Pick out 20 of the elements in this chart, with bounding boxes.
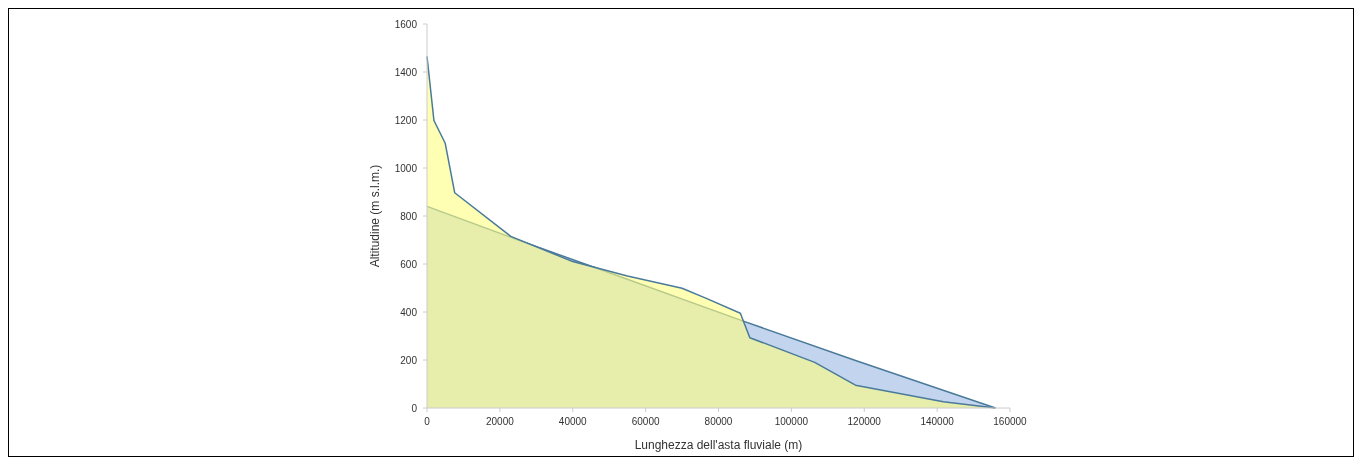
x-tick-label: 80000 <box>704 416 733 427</box>
y-tick-label: 1200 <box>394 114 418 126</box>
x-tick-label: 20000 <box>485 416 515 427</box>
x-tick-label: 120000 <box>847 416 882 427</box>
y-tick-label: 400 <box>400 306 418 318</box>
y-tick-label: 200 <box>400 354 418 366</box>
y-tick-label: 600 <box>400 258 418 270</box>
y-tick-label: 1000 <box>394 162 418 174</box>
x-axis-title: Lunghezza dell'asta fluviale (m) <box>634 438 803 452</box>
y-axis-title: Altitudine (m s.l.m.) <box>368 164 382 268</box>
y-tick-label: 1600 <box>394 18 418 30</box>
x-tick-label: 140000 <box>920 416 955 427</box>
x-tick-label: 0 <box>424 416 431 427</box>
x-tick-label: 100000 <box>774 416 809 427</box>
y-tick-label: 0 <box>411 402 418 414</box>
y-tick-label: 1400 <box>394 66 418 78</box>
x-tick-label: 40000 <box>558 416 588 427</box>
y-tick-label: 800 <box>400 210 418 222</box>
x-tick-label: 60000 <box>631 416 660 427</box>
x-tick-label: 160000 <box>993 416 1028 427</box>
